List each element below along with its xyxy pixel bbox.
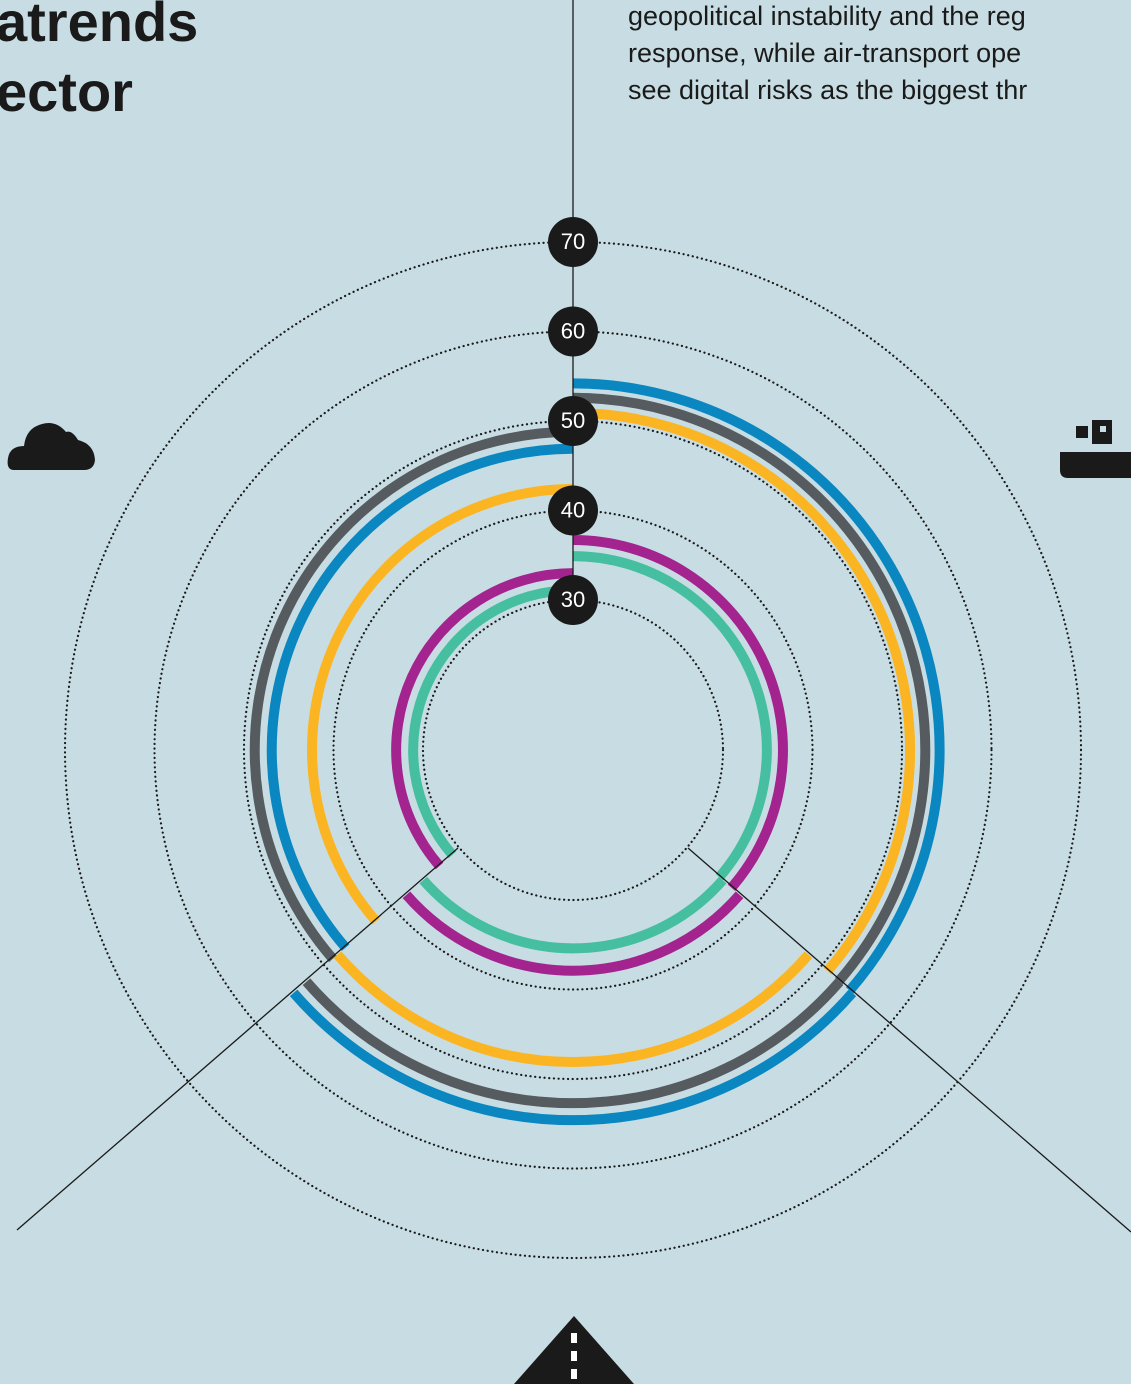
sea-icon [1060, 420, 1131, 478]
ring-arc [419, 876, 727, 954]
body-text: response, while air-transport ope [628, 38, 1021, 68]
body-text: see digital risks as the biggest thr [628, 75, 1027, 105]
tick-badge [548, 575, 598, 625]
tick-badge [548, 485, 598, 536]
tick-badge [548, 306, 598, 357]
grid-ring [153, 330, 993, 1170]
grid-ring [242, 419, 904, 1081]
ring-arc [333, 951, 813, 1067]
tick-badge [548, 396, 598, 446]
ring-arc [391, 568, 574, 870]
ticks: 30 40 50 60 70 [548, 217, 598, 625]
sector-divider [687, 847, 1131, 1233]
ring-arc [572, 392, 931, 985]
ring-arc [302, 978, 844, 1109]
ring-arc [572, 551, 772, 881]
tick-label: 40 [561, 497, 585, 522]
grid-ring [421, 598, 725, 902]
tick-label: 60 [561, 318, 585, 343]
road-icon [514, 1316, 634, 1384]
tick-label: 70 [561, 229, 585, 254]
title-line: atrends [0, 0, 198, 53]
body-text: geopolitical instability and the reg [628, 1, 1026, 31]
ring-arc [249, 426, 573, 963]
title-line: ector [0, 60, 133, 123]
ring-arc [289, 989, 857, 1126]
sector-divider [16, 847, 459, 1231]
tick-label: 30 [561, 587, 585, 612]
ring-arc [572, 378, 945, 994]
air-icon [7, 423, 96, 470]
grid-ring [63, 240, 1083, 1260]
tick-label: 50 [561, 408, 585, 433]
ring-arc [307, 484, 574, 925]
ring-arc [572, 535, 788, 892]
marks [249, 378, 945, 1126]
ring-arc [408, 585, 574, 859]
ring-arc [402, 891, 744, 976]
ring-arc [266, 443, 574, 951]
ring-arc [572, 407, 916, 975]
tick-badge [548, 217, 598, 267]
